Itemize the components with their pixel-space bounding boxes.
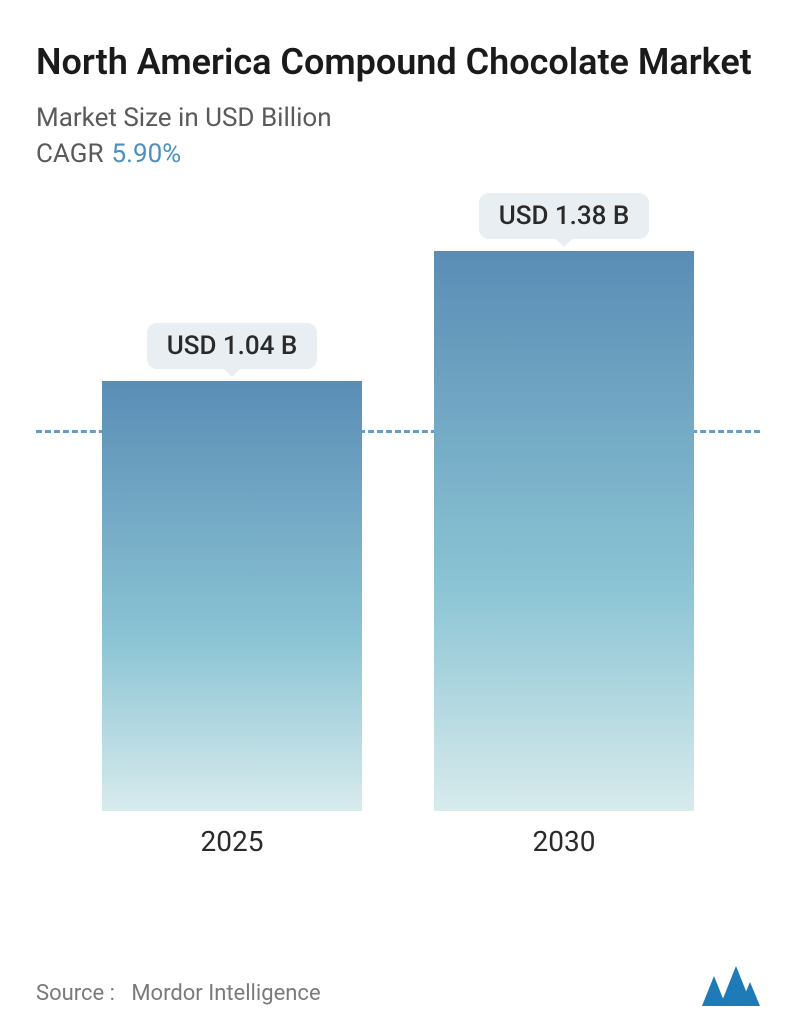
bar-2025: [102, 381, 362, 811]
bar-group-2025: USD 1.04 B 2025: [92, 323, 372, 858]
chart-container: North America Compound Chocolate Market …: [0, 0, 796, 1034]
x-label-2025: 2025: [201, 825, 264, 858]
brand-logo-icon: [700, 964, 760, 1006]
chart-subtitle: Market Size in USD Billion: [36, 103, 760, 133]
bar-group-2030: USD 1.38 B 2030: [424, 193, 704, 858]
footer: Source : Mordor Intelligence: [36, 964, 760, 1006]
value-label-2025: USD 1.04 B: [147, 323, 318, 369]
chart-title: North America Compound Chocolate Market: [36, 40, 760, 85]
x-label-2030: 2030: [533, 825, 596, 858]
bar-2030: [434, 251, 694, 811]
value-label-2030: USD 1.38 B: [479, 193, 650, 239]
chart-area: USD 1.04 B 2025 USD 1.38 B 2030: [36, 258, 760, 898]
cagr-value: 5.90%: [111, 139, 181, 169]
source-name: Mordor Intelligence: [131, 981, 320, 1006]
cagr-row: CAGR 5.90%: [36, 139, 760, 169]
bars-wrap: USD 1.04 B 2025 USD 1.38 B 2030: [36, 258, 760, 858]
source-prefix: Source :: [36, 981, 115, 1006]
cagr-label: CAGR: [36, 139, 103, 169]
source-text: Source : Mordor Intelligence: [36, 981, 321, 1006]
